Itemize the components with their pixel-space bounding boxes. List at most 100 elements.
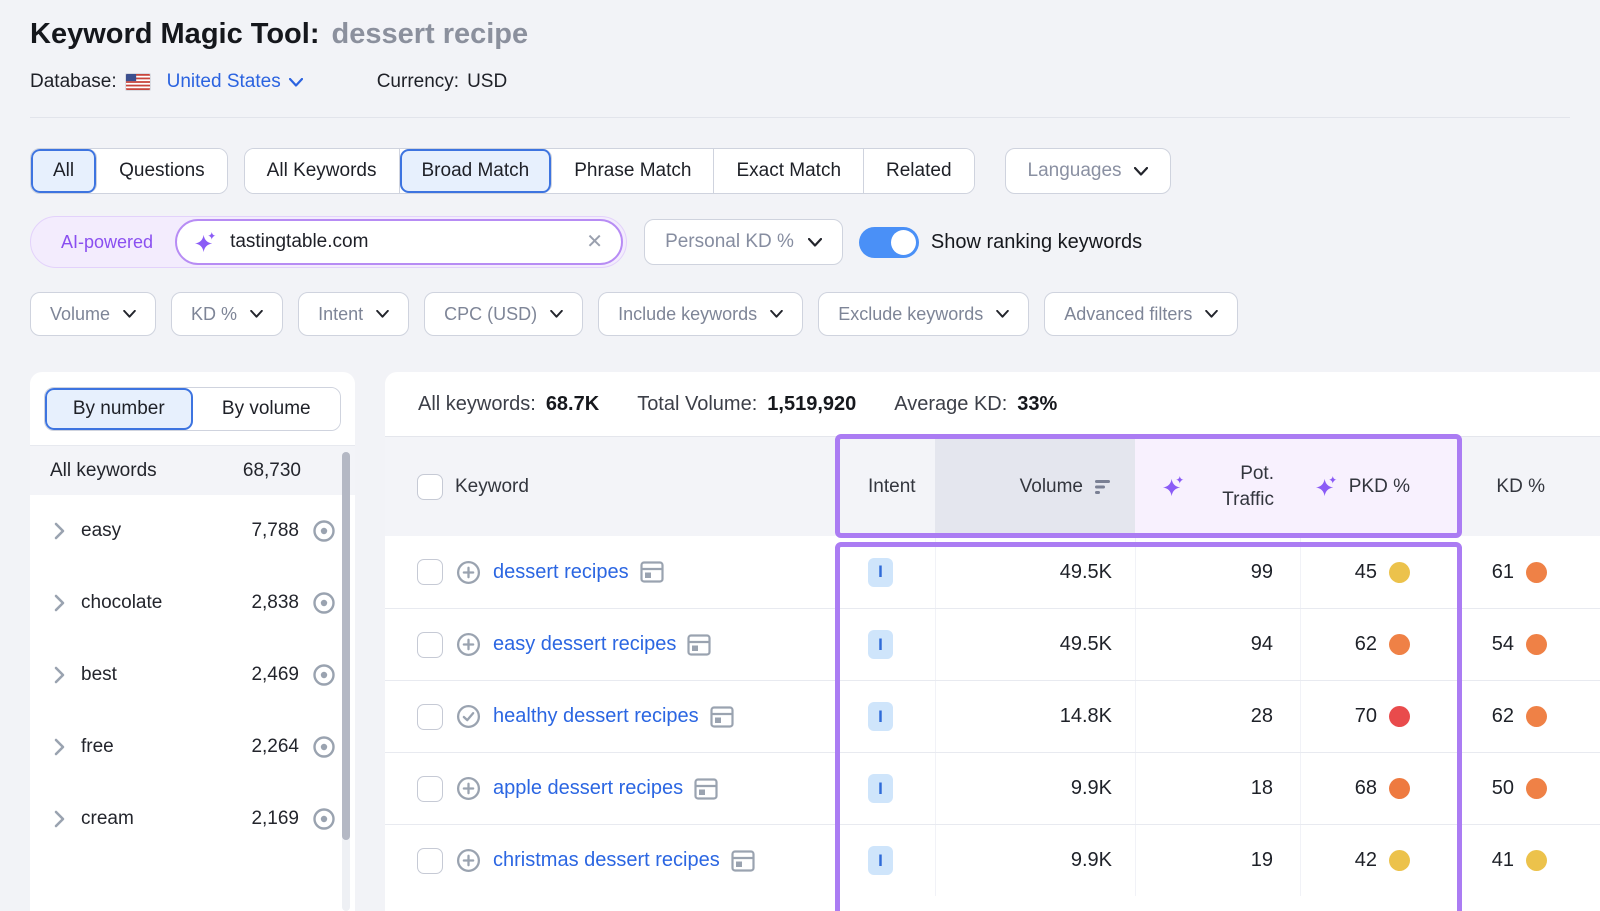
keyword-groups-sidebar: By number By volume All keywords 68,730 e… [30, 372, 355, 911]
tab-phrase-match[interactable]: Phrase Match [552, 149, 715, 193]
filter-dropdown-exclude-keywords[interactable]: Exclude keywords [818, 292, 1030, 336]
row-checkbox[interactable] [417, 559, 443, 585]
keyword-link[interactable]: easy dessert recipes [493, 633, 677, 655]
row-checkbox[interactable] [417, 631, 443, 658]
serp-preview-icon[interactable] [640, 561, 664, 583]
add-keyword-icon[interactable] [455, 847, 482, 874]
chevron-down-icon [1133, 166, 1148, 176]
header-pkd[interactable]: PKD % [1300, 437, 1462, 536]
clear-input-icon[interactable]: ✕ [586, 231, 604, 253]
languages-label: Languages [1027, 160, 1122, 181]
summary-all-keywords-label: All keywords: [418, 392, 536, 415]
query-text: dessert recipe [331, 18, 529, 50]
eye-icon[interactable] [311, 590, 337, 616]
tab-label: Questions [119, 160, 205, 181]
eye-icon[interactable] [311, 806, 337, 832]
tab-all[interactable]: All [31, 149, 98, 193]
group-count: 7,788 [251, 520, 299, 541]
chevron-right-icon [54, 810, 65, 828]
page-title: Keyword Magic Tool: dessert recipe [30, 18, 1570, 51]
row-checkbox[interactable] [417, 847, 443, 874]
table-row: easy dessert recipes I 49.5K 94 62 54 [385, 608, 1600, 680]
database-selector[interactable]: United States [124, 71, 303, 93]
group-count: 2,838 [251, 592, 299, 613]
header-kd[interactable]: KD % [1496, 475, 1545, 497]
serp-preview-icon[interactable] [694, 777, 718, 800]
tab-all-keywords[interactable]: All Keywords [244, 149, 400, 193]
eye-icon[interactable] [311, 518, 337, 544]
volume-value: 14.8K [935, 681, 1135, 752]
page-header: Keyword Magic Tool: dessert recipe Datab… [0, 0, 1600, 118]
keyword-group-item[interactable]: free 2,264 [30, 711, 355, 783]
filter-label: KD % [191, 303, 238, 324]
keyword-group-list: easy 7,788 chocolate 2,838 best 2,469 fr… [30, 495, 355, 855]
chevron-down-icon [123, 310, 136, 318]
added-check-icon[interactable] [455, 703, 482, 730]
row-checkbox[interactable] [417, 703, 443, 730]
keyword-link[interactable]: dessert recipes [493, 560, 629, 583]
header-intent[interactable]: Intent [868, 475, 916, 497]
languages-dropdown[interactable]: Languages [1004, 148, 1171, 194]
tab-broad-match[interactable]: Broad Match [399, 149, 553, 193]
row-checkbox[interactable] [417, 775, 443, 802]
header-pkd-label: PKD % [1348, 475, 1410, 497]
header-keyword[interactable]: Keyword [455, 475, 529, 497]
keyword-group-item[interactable]: best 2,469 [30, 639, 355, 711]
pkd-value: 68 [1354, 777, 1377, 799]
kd-difficulty-dot [1526, 778, 1547, 799]
group-count: 2,169 [251, 808, 299, 829]
header-pot-traffic[interactable]: Pot. Traffic [1135, 437, 1300, 536]
serp-preview-icon[interactable] [710, 705, 734, 728]
filter-label: Advanced filters [1064, 303, 1193, 324]
add-keyword-icon[interactable] [455, 631, 482, 658]
intent-badge[interactable]: I [868, 846, 893, 875]
filter-dropdown-volume[interactable]: Volume [30, 292, 157, 336]
keyword-link[interactable]: christmas dessert recipes [493, 849, 720, 871]
sidebar-tab-by-volume[interactable]: By volume [192, 388, 340, 430]
keyword-link[interactable]: apple dessert recipes [493, 777, 684, 799]
header-divider [30, 117, 1570, 118]
personal-kd-label: Personal KD % [665, 231, 794, 252]
intent-badge[interactable]: I [868, 630, 893, 659]
serp-preview-icon[interactable] [687, 633, 712, 656]
show-ranking-toggle[interactable] [858, 226, 919, 258]
database-label: Database: [30, 71, 117, 92]
sidebar-item-all-keywords[interactable]: All keywords 68,730 [30, 445, 355, 495]
kd-value: 61 [1491, 560, 1514, 583]
add-keyword-icon[interactable] [455, 559, 482, 586]
keyword-link[interactable]: healthy dessert recipes [493, 705, 699, 727]
database-value: United States [166, 71, 281, 92]
tab-exact-match[interactable]: Exact Match [714, 149, 865, 193]
sidebar-scrollbar-thumb[interactable] [342, 452, 350, 840]
filter-dropdown-kd-[interactable]: KD % [171, 292, 284, 336]
serp-preview-icon[interactable] [731, 849, 755, 872]
sidebar-tab-by-number[interactable]: By number [45, 388, 193, 430]
keyword-group-item[interactable]: cream 2,169 [30, 783, 355, 855]
intent-badge[interactable]: I [868, 774, 893, 803]
intent-badge[interactable]: I [868, 702, 893, 731]
filter-dropdown-include-keywords[interactable]: Include keywords [598, 292, 804, 336]
filter-dropdown-intent[interactable]: Intent [298, 292, 410, 336]
tab-questions[interactable]: Questions [97, 149, 227, 193]
keyword-group-item[interactable]: chocolate 2,838 [30, 567, 355, 639]
currency: Currency: USD [377, 71, 507, 93]
header-volume[interactable]: Volume [935, 437, 1135, 536]
match-type-group: All Keywords Broad Match Phrase Match Ex… [243, 148, 975, 194]
eye-icon[interactable] [311, 662, 337, 688]
keyword-group-item[interactable]: easy 7,788 [30, 495, 355, 567]
tab-related[interactable]: Related [864, 149, 974, 193]
kd-difficulty-dot [1526, 850, 1547, 871]
filter-dropdown-cpc-usd-[interactable]: CPC (USD) [424, 292, 584, 336]
personal-kd-dropdown[interactable]: Personal KD % [644, 219, 843, 265]
search-input[interactable] [230, 231, 575, 253]
chevron-down-icon [550, 310, 563, 318]
add-keyword-icon[interactable] [455, 775, 482, 802]
select-all-checkbox[interactable] [417, 473, 443, 500]
eye-icon[interactable] [311, 734, 337, 760]
group-label: cream [81, 808, 134, 829]
filter-dropdown-advanced-filters[interactable]: Advanced filters [1044, 292, 1239, 336]
pkd-difficulty-dot [1389, 850, 1410, 871]
pot-traffic-value: 28 [1135, 681, 1300, 752]
intent-badge[interactable]: I [868, 557, 893, 587]
sparkle-icon [1315, 475, 1337, 497]
